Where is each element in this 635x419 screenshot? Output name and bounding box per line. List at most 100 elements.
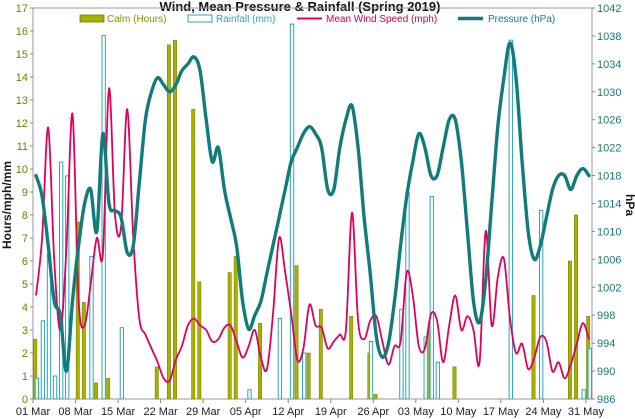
rain-bar	[119, 327, 125, 400]
y-tick-label-left: 1	[22, 371, 28, 383]
y-tick-label-left: 7	[22, 233, 28, 245]
calm-bars	[33, 39, 591, 400]
y-tick-label-right: 1014	[597, 199, 621, 211]
calm-bar	[106, 378, 111, 400]
x-tick-label: 29 Mar	[186, 406, 221, 418]
wind-line-group	[35, 87, 590, 383]
calm-bar	[154, 366, 159, 400]
calm-bar	[94, 382, 98, 400]
rain-bar	[581, 389, 586, 400]
y-axis-title-left: Hours/mph/mm	[0, 161, 14, 249]
y-tick-label-left: 12	[16, 118, 28, 130]
y-tick-label-right: 1038	[597, 31, 621, 43]
rain-bar	[429, 196, 434, 400]
y-tick-label-right: 1018	[597, 171, 621, 183]
y-tick-label-right: 998	[597, 310, 615, 322]
plot-frame	[32, 7, 593, 400]
y-tick-label-right: 1026	[597, 115, 621, 127]
calm-bar	[306, 352, 311, 400]
y-tick-label-left: 0	[22, 394, 28, 406]
rain-bar	[58, 161, 64, 400]
x-tick-label: 19 Apr	[315, 406, 347, 418]
calm-bar	[197, 281, 202, 400]
x-tick-label: 31 May	[568, 406, 605, 418]
y-tick-label-left: 5	[22, 279, 28, 291]
rain-bars	[34, 23, 592, 400]
calm-bar	[568, 260, 572, 400]
y-tick-label-right: 990	[597, 366, 615, 378]
rain-bar	[435, 361, 441, 400]
x-tick-label: 22 Mar	[143, 406, 178, 418]
y-tick-label-left: 17	[16, 3, 28, 15]
y-tick-label-left: 3	[22, 325, 28, 337]
x-tick-label: 12 Apr	[272, 406, 304, 418]
y-tick-label-left: 15	[16, 49, 28, 61]
plot-border	[32, 7, 593, 400]
rain-bar	[302, 352, 307, 400]
calm-bar	[452, 366, 457, 400]
x-tick-label: 24 May	[525, 406, 562, 418]
x-tick-label: 10 May	[440, 406, 477, 418]
x-tick-label: 05 Apr	[230, 406, 262, 418]
x-tick-label: 17 May	[483, 406, 520, 418]
y-tick-label-left: 16	[16, 26, 28, 38]
legend: Calm (Hours) Rainfall (mm) Mean Wind Spe…	[79, 14, 555, 25]
calm-bar	[294, 265, 299, 400]
rain-bar	[247, 389, 252, 400]
x-tick-label: 01 Mar	[16, 406, 51, 418]
calm-bar	[233, 256, 238, 400]
rain-bar	[368, 341, 374, 400]
y-tick-label-left: 8	[22, 210, 28, 222]
calm-bar	[81, 302, 86, 400]
legend-label-pressure: Pressure (hPa)	[488, 14, 555, 25]
legend-swatch-calm	[79, 14, 105, 23]
y-tick-label-left: 4	[22, 302, 28, 314]
calm-bar	[574, 214, 578, 400]
x-tick-label: 26 Apr	[357, 406, 389, 418]
pressure-line-group	[34, 41, 591, 373]
calm-bar	[349, 315, 354, 400]
y-tick-label-right: 986	[597, 394, 615, 406]
rain-bar	[399, 308, 404, 400]
legend-label-wind: Mean Wind Speed (mph)	[326, 14, 437, 25]
calm-bar	[531, 295, 536, 400]
y-tick-label-right: 1006	[597, 254, 621, 266]
rain-bar	[538, 209, 544, 400]
calm-bar	[191, 108, 196, 400]
calm-bar	[318, 309, 323, 400]
y-tick-label-left: 2	[22, 348, 28, 360]
pressure-line	[34, 41, 591, 373]
y-tick-label-left: 14	[16, 72, 28, 84]
rain-bar	[65, 175, 70, 400]
rain-bar	[52, 375, 58, 400]
rain-bar	[508, 39, 513, 400]
x-tick-label: 15 Mar	[101, 406, 136, 418]
legend-label-rain: Rainfall (mm)	[216, 14, 275, 25]
calm-bar	[166, 44, 171, 400]
rain-bar	[423, 336, 428, 400]
rain-bar	[405, 191, 410, 400]
rain-bar	[40, 320, 46, 400]
y-tick-label-left: 6	[22, 256, 28, 268]
y-tick-label-right: 1030	[597, 87, 621, 99]
calm-bar	[373, 394, 378, 400]
legend-label-calm: Calm (Hours)	[107, 14, 166, 25]
y-axis-title-right: hPa	[623, 194, 635, 216]
chart-title: Wind, Mean Pressure & Rainfall (Spring 2…	[160, 0, 441, 14]
calm-bar	[227, 272, 232, 400]
x-ticks: 01 Mar 08 Mar 15 Mar 22 Mar 29 Mar 05 Apr 12 A…	[16, 399, 605, 418]
wind-line	[35, 87, 590, 383]
rain-bar	[289, 23, 295, 400]
y-tick-label-right: 1042	[597, 3, 621, 15]
rain-bar	[34, 377, 40, 400]
y-ticks-right: 986 990 994 998 1002 1006 1010 1014 1018 1022 1026…	[592, 3, 621, 406]
y-tick-label-left: 10	[16, 164, 28, 176]
y-tick-label-left: 13	[16, 95, 28, 107]
y-tick-label-right: 1022	[597, 143, 621, 155]
x-tick-label: 08 Mar	[58, 406, 93, 418]
legend-swatch-rain	[187, 14, 213, 23]
rain-bar	[587, 347, 592, 400]
calm-bar	[173, 39, 177, 400]
